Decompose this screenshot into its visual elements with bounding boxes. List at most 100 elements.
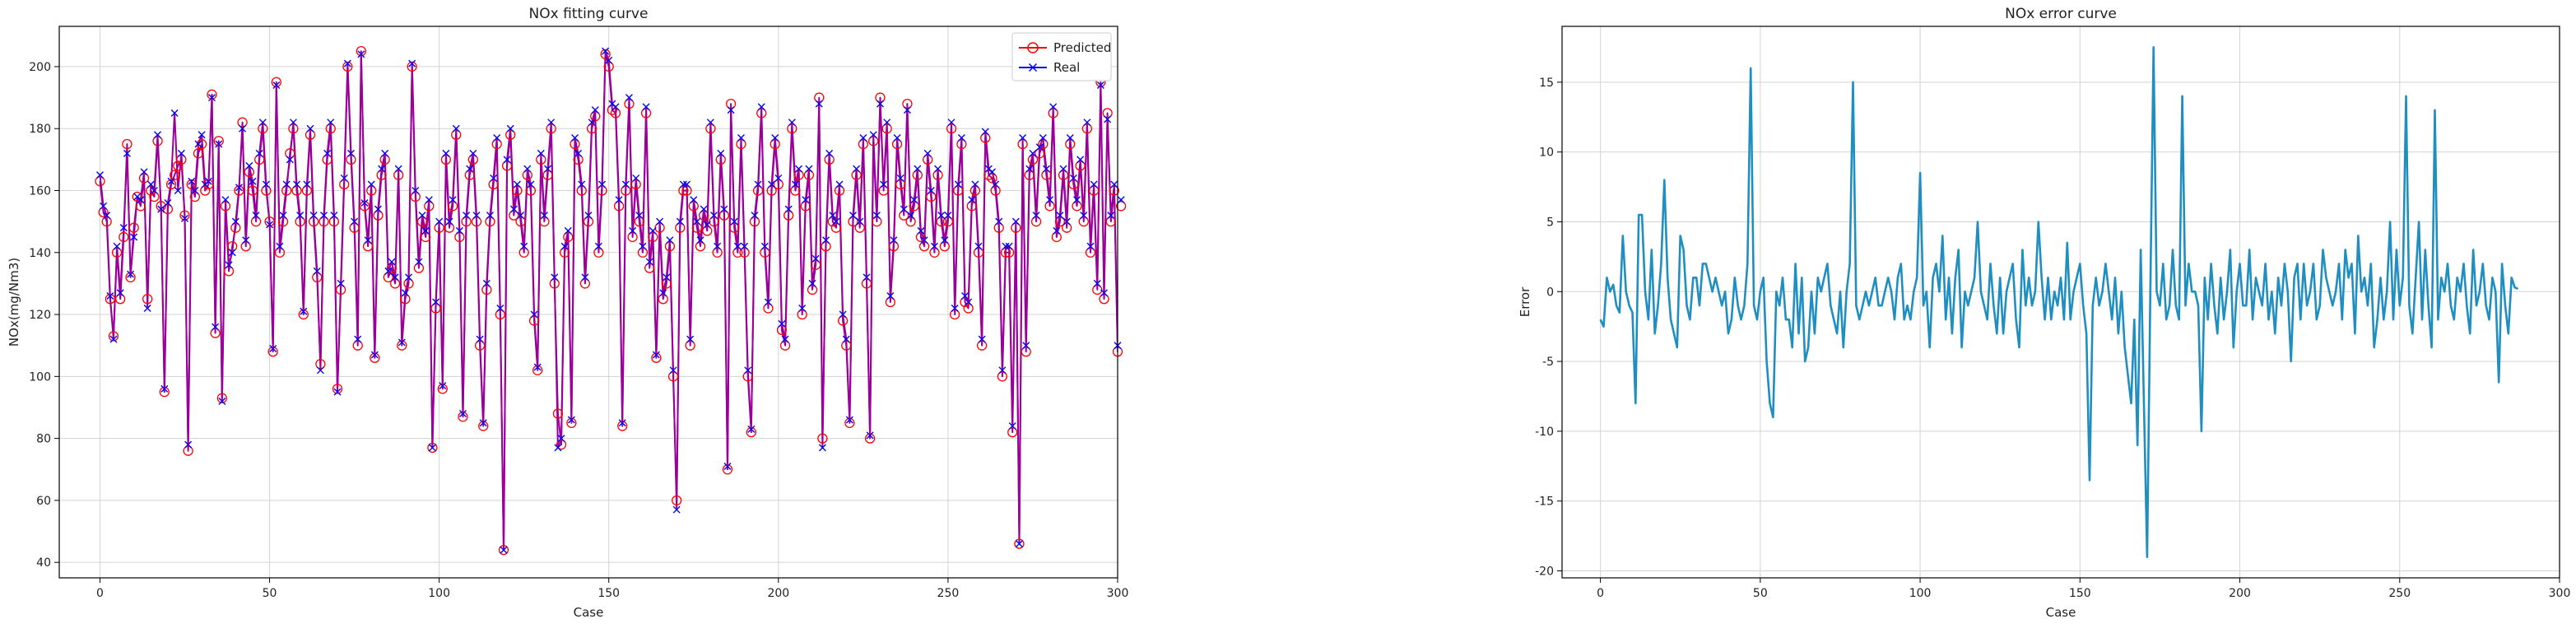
real-point: [1032, 212, 1040, 220]
real-point: [1008, 422, 1016, 431]
real-point: [591, 106, 599, 114]
real-point: [1086, 242, 1095, 250]
predicted-point: [216, 393, 227, 403]
predicted-point: [542, 170, 553, 180]
predicted-point: [909, 201, 919, 212]
real-point: [611, 103, 620, 111]
predicted-point: [522, 170, 532, 180]
predicted-point: [990, 185, 1001, 196]
predicted-point: [105, 294, 115, 305]
real-point: [859, 134, 867, 142]
real-point: [330, 212, 338, 220]
predicted-point: [305, 129, 316, 140]
real-point: [143, 305, 151, 313]
real-point: [686, 335, 695, 343]
real-point: [733, 242, 742, 250]
predicted-point: [926, 191, 937, 202]
predicted-point: [132, 191, 142, 202]
real-point: [266, 221, 274, 229]
predicted-point: [1011, 222, 1021, 233]
predicted-point: [152, 136, 163, 147]
real-point: [340, 174, 348, 182]
real-point: [890, 236, 898, 244]
real-point: [639, 242, 647, 250]
real-point: [503, 156, 511, 164]
real-point: [245, 161, 253, 170]
predicted-point: [464, 170, 475, 180]
real-point: [768, 180, 776, 189]
real-point: [490, 174, 498, 182]
real-series-line: [99, 50, 1118, 552]
real-point: [327, 119, 335, 127]
real-point: [306, 124, 314, 133]
predicted-point: [672, 495, 682, 506]
real-point: [795, 165, 803, 173]
predicted-point: [579, 278, 591, 289]
predicted-point: [718, 210, 730, 221]
predicted-point: [485, 216, 495, 227]
real-point: [615, 196, 623, 204]
predicted-point: [250, 216, 262, 227]
real-point: [907, 212, 915, 220]
x-tick-label: 50: [263, 587, 277, 600]
real-point: [629, 226, 637, 235]
real-point: [714, 242, 722, 250]
real-point: [309, 212, 318, 220]
real-point: [537, 149, 545, 157]
predicted-point: [987, 173, 997, 184]
predicted-point: [319, 216, 329, 227]
y-axis-label: Error: [1518, 286, 1532, 317]
predicted-point: [159, 387, 170, 398]
predicted-point: [749, 216, 760, 227]
predicted-point: [495, 309, 505, 320]
predicted-point: [95, 176, 105, 187]
predicted-point: [207, 89, 217, 100]
real-point: [829, 212, 837, 220]
predicted-point: [610, 108, 621, 119]
predicted-point: [675, 222, 686, 233]
predicted-point: [695, 241, 706, 252]
x-tick-label: 300: [1107, 587, 1129, 600]
real-point: [937, 212, 946, 220]
predicted-point: [403, 278, 414, 289]
predicted-point: [193, 148, 204, 159]
real-point: [1025, 165, 1034, 173]
real-point: [425, 196, 433, 204]
real-point: [184, 440, 193, 449]
predicted-point: [752, 185, 764, 196]
real-point: [845, 416, 853, 424]
real-point: [293, 180, 301, 189]
real-point: [343, 59, 351, 67]
predicted-point: [559, 247, 570, 258]
real-point: [621, 180, 630, 189]
real-point: [676, 217, 684, 226]
predicted-point: [237, 117, 248, 128]
predicted-point: [1078, 216, 1089, 227]
predicted-point: [1003, 247, 1015, 258]
predicted-point: [1058, 170, 1069, 180]
predicted-point: [797, 309, 807, 320]
predicted-point: [393, 170, 404, 180]
nox-error-curve-chart: 0 50 100 150 200 250 300 -20 -15 -10 -5 0 5 10 15 NOx e…: [1518, 6, 2570, 620]
real-point: [218, 397, 226, 405]
predicted-point: [621, 185, 631, 196]
predicted-point: [407, 61, 417, 72]
real-point: [706, 119, 714, 127]
predicted-point: [779, 340, 791, 351]
predicted-point: [851, 170, 862, 180]
predicted-point: [298, 309, 309, 320]
predicted-point: [1099, 294, 1109, 305]
real-point: [167, 177, 175, 185]
predicted-point: [444, 222, 455, 233]
real-point: [961, 291, 969, 300]
real-point: [703, 221, 711, 229]
real-point: [571, 134, 579, 142]
real-point: [269, 344, 277, 352]
real-point: [588, 119, 596, 127]
real-point: [346, 149, 355, 157]
real-point: [357, 50, 365, 58]
predicted-point: [416, 216, 428, 227]
real-point: [880, 180, 888, 189]
real-point: [934, 165, 942, 173]
real-point: [672, 505, 681, 514]
